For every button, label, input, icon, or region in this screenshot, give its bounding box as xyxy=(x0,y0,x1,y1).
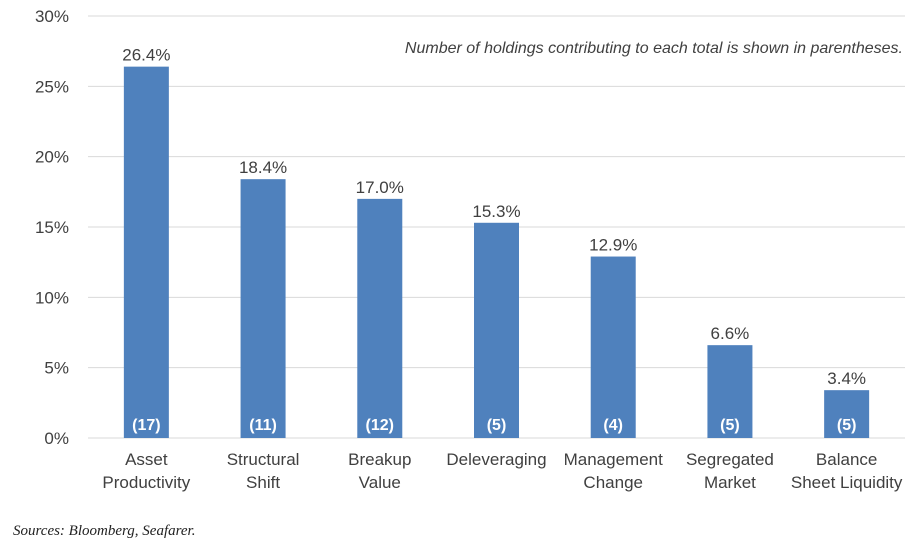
x-tick-label: Sheet Liquidity xyxy=(791,473,903,492)
holdings-count-label: (11) xyxy=(249,417,277,434)
data-label: 3.4% xyxy=(827,369,866,388)
y-axis: 0% 5% 10% 15% 20% 25% 30% xyxy=(35,7,69,448)
bars: 26.4% (17) 18.4% (11) 17.0% (12) 15.3% (5) 12.9%… xyxy=(122,46,870,438)
bar xyxy=(474,222,519,438)
x-tick-label: Breakup xyxy=(348,450,411,469)
y-tick-label: 0% xyxy=(44,429,69,448)
x-tick-label: Asset xyxy=(125,450,168,469)
source-note: Sources: Bloomberg, Seafarer. xyxy=(13,523,196,539)
x-tick-label: Change xyxy=(583,473,643,492)
y-tick-label: 5% xyxy=(44,359,69,378)
holdings-count-label: (5) xyxy=(837,417,857,434)
y-tick-label: 20% xyxy=(35,148,69,167)
bar xyxy=(707,345,753,438)
x-tick-label: Value xyxy=(359,473,401,492)
holdings-count-label: (5) xyxy=(487,417,507,434)
x-tick-label: Shift xyxy=(246,473,280,492)
holdings-count-label: (12) xyxy=(366,417,394,434)
data-label: 6.6% xyxy=(711,324,750,343)
y-tick-label: 15% xyxy=(35,218,69,237)
bar xyxy=(590,256,636,438)
y-tick-label: 25% xyxy=(35,77,69,96)
bar xyxy=(123,66,169,438)
x-tick-label: Management xyxy=(564,450,664,469)
x-axis: Asset Productivity Structural Shift Breakup V… xyxy=(102,450,902,492)
x-tick-label: Structural xyxy=(227,450,300,469)
bar xyxy=(240,179,286,438)
y-tick-label: 10% xyxy=(35,288,69,307)
x-tick-label: Market xyxy=(704,473,756,492)
bar xyxy=(824,390,870,438)
data-label: 15.3% xyxy=(472,202,520,221)
x-tick-label: Balance xyxy=(816,450,877,469)
data-label: 18.4% xyxy=(239,158,287,177)
data-label: 26.4% xyxy=(122,46,170,65)
holdings-count-label: (5) xyxy=(720,417,740,434)
bar xyxy=(357,198,403,438)
x-tick-label: Deleveraging xyxy=(446,450,546,469)
x-tick-label: Segregated xyxy=(686,450,774,469)
holdings-count-label: (17) xyxy=(132,417,160,434)
data-label: 12.9% xyxy=(589,236,637,255)
x-tick-label: Productivity xyxy=(102,473,190,492)
annotation-note: Number of holdings contributing to each … xyxy=(405,40,903,57)
y-tick-label: 30% xyxy=(35,7,69,26)
data-label: 17.0% xyxy=(356,178,404,197)
holdings-count-label: (4) xyxy=(603,417,623,434)
